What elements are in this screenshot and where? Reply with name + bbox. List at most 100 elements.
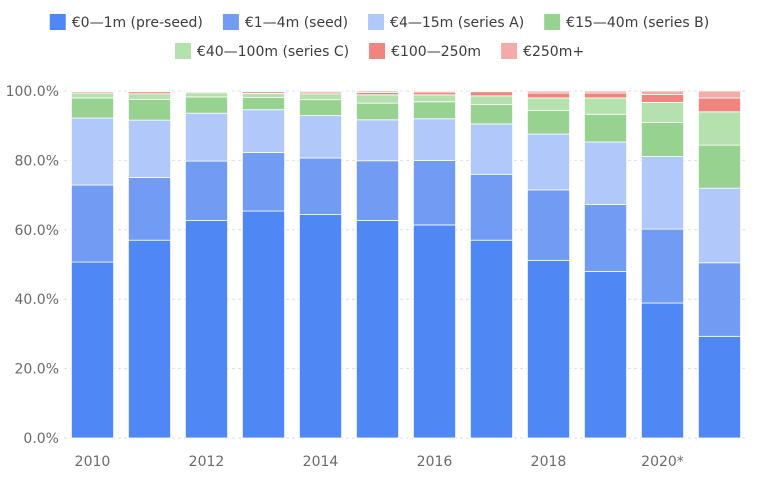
legend-item[interactable]: €250m+ (501, 43, 584, 60)
bar-segment[interactable] (71, 97, 114, 119)
bar-segment[interactable] (185, 92, 228, 98)
bar-segment[interactable] (527, 259, 570, 439)
bar-segment[interactable] (527, 189, 570, 261)
bar-segment[interactable] (356, 90, 399, 93)
bar-segment[interactable] (299, 99, 342, 117)
bar-segment[interactable] (527, 133, 570, 191)
bar-segment[interactable] (185, 112, 228, 162)
bar-column (413, 90, 456, 439)
bar-segment[interactable] (299, 90, 342, 93)
bar-segment[interactable] (71, 184, 114, 263)
x-tick-label: 2010 (75, 454, 111, 470)
legend-swatch (222, 14, 239, 30)
bar-segment[interactable] (413, 224, 456, 439)
bar-segment[interactable] (698, 144, 741, 189)
bar-segment[interactable] (299, 157, 342, 215)
bar-segment[interactable] (584, 90, 627, 94)
bar-segment[interactable] (527, 110, 570, 135)
bar-segment[interactable] (356, 220, 399, 439)
bar-segment[interactable] (641, 302, 684, 439)
bar-segment[interactable] (128, 239, 171, 439)
legend-item[interactable]: €4—15m (series A) (368, 14, 524, 31)
bar-segment[interactable] (698, 97, 741, 113)
legend-label: €4—15m (series A) (390, 15, 524, 31)
bar-segment[interactable] (242, 109, 285, 153)
bar-segment[interactable] (71, 90, 114, 93)
bar-segment[interactable] (413, 118, 456, 161)
bar-segment[interactable] (185, 90, 228, 93)
bar-segment[interactable] (470, 173, 513, 241)
bar-segment[interactable] (584, 204, 627, 272)
legend-label: €250m+ (523, 44, 584, 60)
bar-segment[interactable] (71, 92, 114, 99)
bar-segment[interactable] (242, 90, 285, 93)
bar-segment[interactable] (584, 271, 627, 439)
bar-segment[interactable] (698, 111, 741, 146)
bar-segment[interactable] (641, 156, 684, 230)
bar-segment[interactable] (641, 102, 684, 123)
bar-segment[interactable] (185, 160, 228, 221)
bar-segment[interactable] (128, 93, 171, 100)
bar-segment[interactable] (299, 115, 342, 159)
bar-segment[interactable] (242, 152, 285, 212)
bar-segment[interactable] (356, 94, 399, 104)
bar-segment[interactable] (356, 160, 399, 221)
bar-segment[interactable] (698, 90, 741, 99)
bar-segment[interactable] (470, 123, 513, 175)
bar-segment[interactable] (299, 93, 342, 101)
bar-segment[interactable] (356, 119, 399, 162)
bar-segment[interactable] (71, 117, 114, 186)
legend-item[interactable]: €1—4m (seed) (222, 14, 348, 31)
legend-item[interactable]: €40—100m (series C) (174, 43, 349, 60)
bar-segment[interactable] (413, 159, 456, 226)
bar-segment[interactable] (413, 101, 456, 120)
bar-segment[interactable] (641, 90, 684, 95)
bar-segment[interactable] (527, 90, 570, 94)
bar-segment[interactable] (641, 94, 684, 103)
bar-segment[interactable] (128, 119, 171, 178)
legend-item[interactable]: €15—40m (series B) (544, 14, 709, 31)
legend-label: €0—1m (pre-seed) (72, 15, 203, 31)
bar-segment[interactable] (470, 104, 513, 125)
bar-segment[interactable] (470, 91, 513, 97)
bar-segment[interactable] (185, 96, 228, 114)
bar-segment[interactable] (413, 91, 456, 96)
bar-segment[interactable] (71, 261, 114, 439)
legend-item[interactable]: €100—250m (369, 43, 481, 60)
bar-segment[interactable] (356, 102, 399, 121)
bar-segment[interactable] (527, 92, 570, 99)
bar-segment[interactable] (641, 122, 684, 157)
bar-segment[interactable] (584, 141, 627, 205)
y-tick-label: 60.0% (15, 223, 59, 239)
bar-segment[interactable] (527, 97, 570, 111)
bar-segment[interactable] (470, 239, 513, 439)
bar-segment[interactable] (299, 214, 342, 439)
bar-segment[interactable] (128, 177, 171, 241)
bar-segment[interactable] (128, 90, 171, 93)
bar-segment[interactable] (185, 220, 228, 439)
bar-segment[interactable] (242, 97, 285, 111)
bar-segment[interactable] (413, 94, 456, 103)
bar-segment[interactable] (470, 95, 513, 105)
legend-label: €100—250m (391, 44, 481, 60)
bar-segment[interactable] (698, 335, 741, 439)
x-tick-label: 2014 (303, 454, 339, 470)
bar-segment[interactable] (242, 210, 285, 439)
bar-segment[interactable] (584, 113, 627, 143)
bar-column (698, 90, 741, 439)
bar-segment[interactable] (128, 98, 171, 121)
bar-segment[interactable] (641, 228, 684, 304)
bar-segment[interactable] (470, 90, 513, 93)
legend: €0—1m (pre-seed) €1—4m (seed) €4—15m (seri… (49, 14, 709, 60)
legend-item[interactable]: €0—1m (pre-seed) (49, 14, 203, 31)
legend-label: €15—40m (series B) (566, 15, 709, 31)
bar-segment[interactable] (584, 92, 627, 99)
x-tick-label: 2012 (189, 454, 225, 470)
bar-segment[interactable] (413, 90, 456, 93)
bar-segment[interactable] (698, 187, 741, 264)
bar-segment[interactable] (242, 93, 285, 98)
bar-segment[interactable] (698, 262, 741, 337)
y-tick-label: 40.0% (15, 292, 59, 308)
bar-segment[interactable] (584, 97, 627, 115)
